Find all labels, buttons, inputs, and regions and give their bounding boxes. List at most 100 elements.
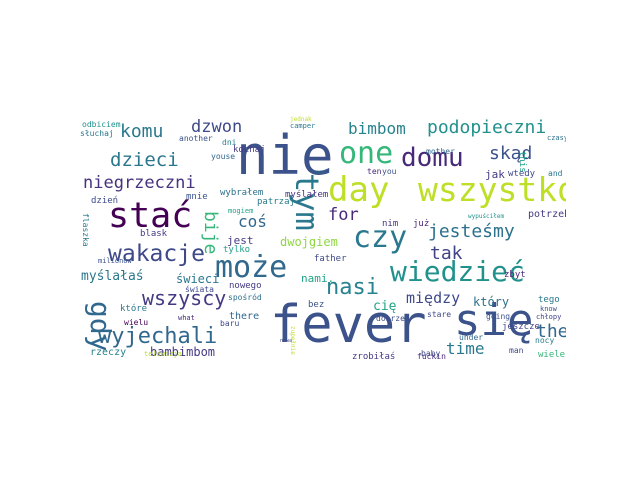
word-niegrzeczni: niegrzeczni	[83, 173, 196, 193]
word-myslalem: myślałem	[285, 190, 329, 200]
word-nasi: nasi	[326, 275, 379, 300]
word-potrzeby: potrzeby	[528, 209, 566, 220]
word-ten: ten	[367, 167, 382, 176]
word-wakacje: wakacje	[108, 241, 205, 267]
word-tym: tym	[288, 173, 326, 231]
word-chlopy: chłopy	[536, 313, 562, 321]
word-flaszka: flaszka	[81, 213, 90, 247]
word-for: for	[328, 205, 359, 225]
word-going: going	[486, 312, 511, 321]
word-jestesmy: jesteśmy	[428, 221, 515, 242]
word-skad: skąd	[489, 143, 533, 164]
word-myslalas: myślałaś	[81, 269, 144, 284]
word-baby: baby	[421, 349, 441, 358]
word-what: what	[178, 314, 195, 322]
word-mother: mother	[426, 147, 455, 156]
word-bambimbom: bambimbom	[150, 345, 216, 359]
word-miedzy: między	[406, 289, 461, 307]
word-cie: cię	[373, 299, 397, 314]
word-tylko: tylko	[223, 245, 251, 255]
word-camper: camper	[290, 122, 316, 130]
word-juz: już	[413, 219, 430, 229]
word-wielu: wielu	[124, 318, 149, 327]
word-wszyscy: wszyscy	[142, 286, 227, 310]
word-you: you	[382, 167, 397, 176]
word-czy: czy	[353, 220, 408, 255]
word-nocy: nocy	[535, 336, 555, 345]
word-cloud: fever nie się wszystko day one stać może…	[80, 113, 566, 368]
word-tak: tak	[430, 243, 463, 264]
word-man: man	[509, 346, 524, 355]
word-day: day	[328, 170, 390, 210]
word-bimbom: bimbom	[348, 119, 406, 138]
word-rzeczy: rzeczy	[90, 347, 127, 358]
word-domu: domu	[401, 143, 464, 173]
word-czasy: czasy	[547, 134, 566, 142]
word-come: come	[312, 169, 327, 176]
word-know: know	[540, 305, 557, 313]
word-nami: nami.	[301, 272, 335, 285]
word-gdy: gdy	[84, 301, 117, 352]
word-swiata: świata	[185, 285, 214, 294]
word-fever: fever	[270, 295, 427, 355]
word-moze: może	[215, 250, 288, 285]
word-stare: stare	[427, 310, 452, 319]
word-zbyt: zbyt	[504, 270, 526, 280]
word-dobrze: dobrze	[376, 314, 405, 323]
word-jednak: jednak	[290, 116, 312, 123]
word-nowa: nowa	[280, 338, 293, 344]
word-nie: nie	[236, 124, 334, 187]
word-mnie: mnie	[186, 192, 208, 202]
word-blask: blask	[140, 229, 168, 239]
word-wszystko: wszystko	[418, 170, 566, 209]
word-dzieci: dzieci	[110, 149, 179, 171]
word-wtedy: wtedy	[508, 169, 536, 179]
word-baru: baru	[220, 319, 240, 328]
word-father: father	[314, 254, 347, 264]
word-another: another	[179, 134, 213, 143]
word-nim: nim	[382, 219, 399, 229]
word-swieci: świeci	[176, 272, 220, 286]
word-odbiciem: odbiciem	[82, 120, 121, 129]
word-bije: bije	[200, 211, 221, 255]
word-time: time	[446, 339, 485, 358]
word-one: one	[339, 136, 394, 171]
word-wybralem: wybrałem	[220, 188, 264, 198]
word-patrzaj: patrzaj	[257, 197, 295, 207]
word-sposrod: spośród	[228, 293, 262, 302]
word-zrobilas: zrobiłaś	[352, 352, 396, 362]
word-wiedziec: wiedzieć	[390, 255, 525, 288]
word-komu: komu	[120, 121, 164, 142]
word-youse: youse	[211, 152, 236, 161]
word-ktory: który	[473, 295, 510, 309]
word-dwojgiem: dwojgiem	[280, 235, 338, 249]
word-telewizja: telewizja	[144, 350, 182, 358]
word-and: and	[548, 169, 563, 178]
word-dzien: dzień	[91, 196, 119, 206]
word-mogiem: mogiem	[228, 207, 254, 215]
word-under: under	[459, 333, 484, 342]
word-sluchaj: słuchaj	[80, 129, 114, 138]
word-bez: bez	[308, 300, 325, 310]
word-fuckin: fuckin	[417, 352, 446, 361]
word-jest: jest	[227, 234, 254, 247]
word-stac: stać	[108, 196, 193, 236]
word-tego: tego	[538, 295, 560, 305]
word-jeszcze: jeszcze	[502, 322, 540, 332]
word-milionow: milionów	[98, 257, 132, 265]
word-wypuscilem: wypuściłem	[468, 213, 505, 220]
word-cos: coś	[238, 212, 267, 231]
word-kochaj: kochaj	[233, 145, 266, 155]
word-nowego: nowego	[229, 281, 262, 291]
word-the: the	[536, 321, 566, 342]
word-wyjechali: wyjechali	[98, 324, 218, 349]
word-this: this	[517, 151, 527, 173]
word-jak: jak	[485, 168, 505, 181]
word-sie: się	[454, 295, 534, 346]
word-wiele: wiele	[538, 350, 566, 360]
word-ktore: które	[120, 304, 148, 314]
word-dni: dni	[222, 138, 237, 147]
word-zupelnie: zupełnie	[289, 326, 296, 355]
word-there: there	[229, 311, 260, 322]
word-podopieczni: podopieczni	[427, 117, 547, 138]
